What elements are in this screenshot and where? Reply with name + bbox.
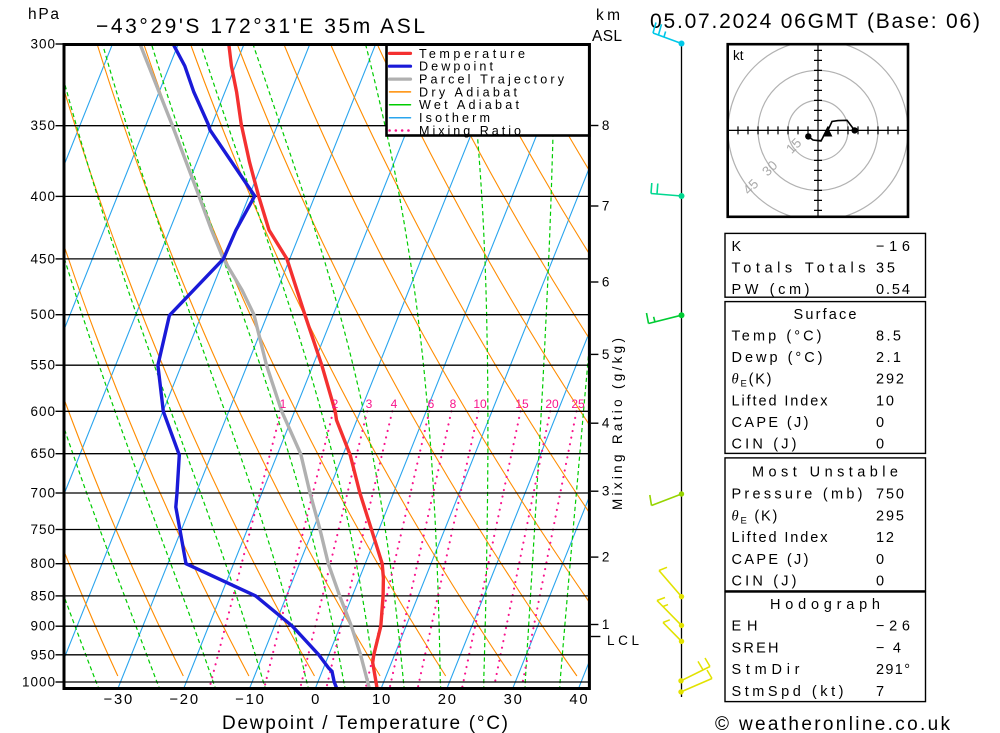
svg-text:0: 0 (311, 692, 321, 708)
svg-text:Most Unstable: Most Unstable (752, 465, 898, 481)
svg-text:6: 6 (428, 397, 435, 411)
svg-text:Mixing Ratio: Mixing Ratio (419, 124, 521, 138)
svg-text:650: 650 (30, 446, 56, 461)
svg-text:300: 300 (30, 37, 56, 52)
svg-text:kt: kt (733, 48, 744, 63)
svg-text:Hodograph: Hodograph (770, 597, 880, 613)
svg-text:3: 3 (366, 397, 373, 411)
svg-text:© weatheronline.co.uk: © weatheronline.co.uk (715, 714, 951, 733)
svg-text:7: 7 (602, 199, 610, 214)
svg-text:Lifted Index: Lifted Index (732, 393, 829, 409)
svg-text:1000: 1000 (22, 675, 56, 690)
svg-text:−26: −26 (876, 619, 910, 635)
svg-text:K: K (732, 239, 742, 255)
svg-text:2: 2 (332, 397, 339, 411)
svg-text:km: km (596, 7, 620, 24)
svg-text:5: 5 (602, 347, 610, 362)
svg-text:θE(K): θE(K) (732, 372, 774, 390)
svg-text:20: 20 (545, 397, 559, 411)
svg-text:20: 20 (438, 692, 458, 708)
svg-text:Dry Adiabat: Dry Adiabat (419, 85, 518, 99)
svg-text:0: 0 (876, 552, 884, 568)
svg-text:10: 10 (372, 692, 392, 708)
svg-text:CAPE (J): CAPE (J) (732, 415, 809, 431)
svg-text:291°: 291° (876, 662, 910, 678)
svg-text:Totals Totals: Totals Totals (732, 260, 866, 276)
svg-text:StmSpd (kt): StmSpd (kt) (732, 684, 844, 700)
svg-text:700: 700 (30, 486, 56, 501)
svg-text:2: 2 (602, 550, 610, 565)
svg-text:0: 0 (876, 437, 884, 453)
svg-text:12: 12 (876, 530, 894, 546)
svg-text:7: 7 (876, 684, 884, 700)
svg-text:0.54: 0.54 (876, 282, 910, 298)
svg-text:350: 350 (30, 118, 56, 133)
svg-text:1: 1 (280, 397, 287, 411)
svg-text:Mixing Ratio (g/kg): Mixing Ratio (g/kg) (610, 338, 625, 510)
svg-text:−43°29'S 172°31'E 35m ASL: −43°29'S 172°31'E 35m ASL (96, 15, 425, 38)
svg-text:750: 750 (876, 487, 904, 503)
svg-text:Isotherm: Isotherm (419, 111, 490, 125)
svg-text:Wet Adiabat: Wet Adiabat (419, 98, 520, 112)
svg-text:800: 800 (30, 556, 56, 571)
svg-text:ASL: ASL (592, 28, 622, 45)
svg-text:4: 4 (602, 416, 610, 431)
svg-text:θE (K): θE (K) (732, 508, 780, 526)
svg-text:450: 450 (30, 251, 56, 266)
svg-text:10: 10 (876, 393, 894, 409)
svg-text:600: 600 (30, 404, 56, 419)
svg-text:295: 295 (876, 508, 904, 524)
svg-text:hPa: hPa (28, 6, 59, 23)
svg-text:550: 550 (30, 358, 56, 373)
svg-text:−16: −16 (876, 239, 910, 255)
svg-text:3: 3 (602, 484, 610, 499)
svg-text:Surface: Surface (794, 307, 857, 323)
svg-text:PW (cm): PW (cm) (732, 282, 810, 298)
svg-text:900: 900 (30, 619, 56, 634)
svg-text:6: 6 (602, 275, 610, 290)
svg-text:Dewp (°C): Dewp (°C) (732, 350, 823, 366)
svg-text:0: 0 (876, 415, 884, 431)
svg-text:4: 4 (391, 397, 398, 411)
svg-text:10: 10 (473, 397, 487, 411)
svg-text:Dewpoint / Temperature (°C): Dewpoint / Temperature (°C) (222, 713, 508, 733)
svg-text:0: 0 (876, 574, 884, 590)
svg-text:−30: −30 (104, 692, 135, 708)
svg-text:8.5: 8.5 (876, 329, 901, 345)
svg-text:25: 25 (571, 397, 585, 411)
svg-text:500: 500 (30, 307, 56, 322)
svg-text:05.07.2024 06GMT (Base: 06): 05.07.2024 06GMT (Base: 06) (650, 10, 980, 33)
svg-text:750: 750 (30, 522, 56, 537)
svg-text:Lifted Index: Lifted Index (732, 530, 829, 546)
svg-text:40: 40 (569, 692, 589, 708)
svg-text:LCL: LCL (607, 633, 639, 648)
svg-text:2.1: 2.1 (876, 350, 901, 366)
svg-text:15: 15 (515, 397, 529, 411)
svg-text:400: 400 (30, 189, 56, 204)
svg-text:1: 1 (602, 617, 610, 632)
svg-text:950: 950 (30, 647, 56, 662)
svg-text:30: 30 (504, 692, 524, 708)
svg-text:8: 8 (602, 118, 610, 133)
svg-text:−20: −20 (169, 692, 200, 708)
svg-text:CAPE (J): CAPE (J) (732, 552, 809, 568)
svg-text:850: 850 (30, 588, 56, 603)
svg-text:−10: −10 (235, 692, 266, 708)
svg-text:Dewpoint: Dewpoint (419, 60, 494, 74)
svg-text:8: 8 (450, 397, 457, 411)
svg-text:292: 292 (876, 372, 904, 388)
